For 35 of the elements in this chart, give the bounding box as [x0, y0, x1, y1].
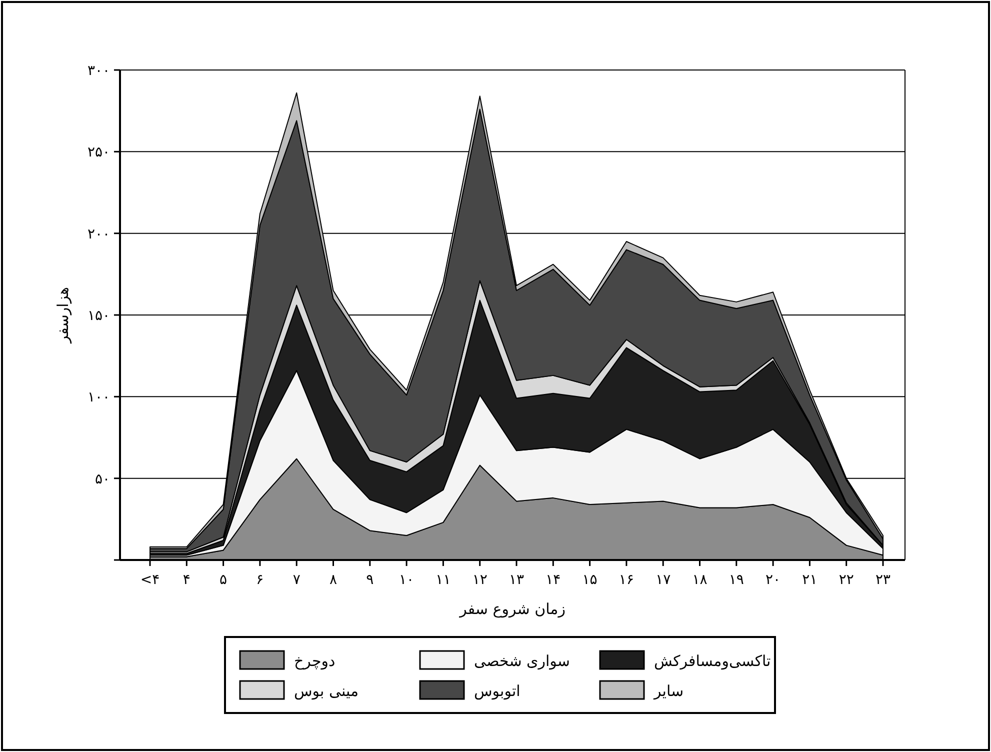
- legend-label: تاکسی‌ومسافرکش: [654, 652, 771, 670]
- x-tick-label: ۱۰: [399, 572, 414, 588]
- x-tick-label: ۱۶: [618, 572, 634, 588]
- x-tick-label: ۲۱: [802, 572, 818, 588]
- x-axis-title: زمان شروع سفر: [458, 600, 566, 618]
- x-tick-label: ۲۲: [838, 572, 854, 588]
- x-tick-label: ۱۸: [692, 572, 708, 588]
- y-tick-label: ۲۰۰: [87, 226, 110, 242]
- x-tick-label: <۴: [140, 572, 160, 588]
- x-tick-label: ۴: [182, 572, 190, 588]
- legend-label: دوچرخ: [294, 652, 336, 670]
- x-tick-label: ۱۹: [728, 572, 744, 588]
- x-tick-label: ۵: [220, 572, 228, 588]
- y-tick-label: ۵۰: [94, 471, 110, 488]
- y-tick-label: ۳۰۰: [87, 63, 110, 79]
- x-tick-label: ۱۲: [472, 572, 488, 588]
- x-tick-label: ۲۳: [875, 572, 891, 588]
- x-tick-label: ۱۴: [546, 572, 561, 588]
- legend-label: سایر: [653, 682, 684, 700]
- y-tick-label: ۱۵۰: [87, 308, 110, 324]
- x-tick-label: ۱۷: [656, 572, 672, 588]
- y-axis-title: هزارسفر: [54, 286, 72, 344]
- x-tick-label: ۱۱: [436, 572, 451, 588]
- legend-label: سواری شخصی: [474, 652, 570, 670]
- x-tick-label: ۱۵: [582, 572, 598, 588]
- legend-label: مینی بوس: [294, 682, 359, 700]
- x-tick-label: ۷: [292, 572, 301, 588]
- x-tick-label: ۸: [329, 572, 338, 588]
- y-tick-label: ۱۰۰: [87, 390, 110, 406]
- y-tick-label: ۲۵۰: [87, 144, 110, 161]
- legend-label: اتوبوس: [474, 682, 520, 700]
- x-tick-label: ۶: [256, 572, 264, 588]
- x-tick-label: ۱۳: [508, 572, 524, 588]
- x-tick-label: ۲۰: [766, 572, 781, 588]
- x-tick-label: ۹: [366, 572, 374, 588]
